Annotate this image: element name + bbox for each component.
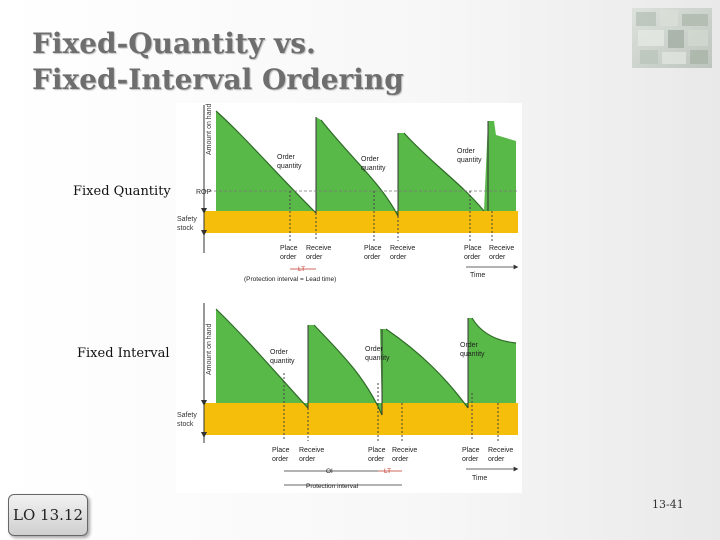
safety-stock-label: stock [177, 225, 194, 232]
learning-objective-badge: LO 13.12 [8, 494, 88, 536]
slide-number: 13-41 [652, 498, 684, 511]
receive-order-label: Receive [299, 447, 324, 454]
order-quantity-label: quantity [460, 351, 485, 358]
receive-order-label: Receive [488, 447, 513, 454]
inventory-diagrams: Amount on hand ROP Safety stock Order qu… [177, 104, 519, 490]
protection-interval-note: (Protection interval = Lead time) [244, 276, 336, 283]
receive-order-label: order [488, 456, 505, 463]
learning-objective-label: LO 13.12 [13, 506, 83, 524]
place-order-label: Place [368, 447, 386, 454]
y-axis-label: Amount on hand [206, 324, 213, 375]
fixed-quantity-label: Fixed Quantity [73, 184, 171, 199]
place-order-label: Place [364, 245, 382, 252]
receive-order-label: Receive [306, 245, 331, 252]
place-order-label: order [280, 254, 297, 261]
receive-order-label: order [299, 456, 316, 463]
order-quantity-label: Order [460, 342, 479, 349]
place-order-label: Place [272, 447, 290, 454]
fixed-quantity-diagram: Amount on hand ROP Safety stock Order qu… [177, 104, 519, 283]
slide-title-line-2: Fixed-Interval Ordering [32, 63, 404, 96]
lead-time-label: LT [298, 266, 305, 273]
decorative-photo-collage [632, 8, 712, 68]
protection-interval-label: Protection interval [306, 483, 359, 490]
receive-order-label: order [489, 254, 506, 261]
receive-order-label: order [390, 254, 407, 261]
order-quantity-label: Order [457, 148, 476, 155]
order-interval-label: OI [326, 468, 333, 475]
fixed-interval-label: Fixed Interval [77, 346, 170, 361]
order-quantity-label: quantity [365, 355, 390, 362]
order-quantity-label: quantity [270, 358, 295, 365]
safety-stock-label: Safety [177, 216, 197, 223]
receive-order-label: Receive [489, 245, 514, 252]
place-order-label: order [364, 254, 381, 261]
place-order-label: Place [462, 447, 480, 454]
order-quantity-label: Order [277, 154, 296, 161]
inventory-diagram-figure: Amount on hand ROP Safety stock Order qu… [176, 103, 522, 493]
safety-stock-label: stock [177, 421, 194, 428]
place-order-label: Place [280, 245, 298, 252]
safety-stock-band [204, 211, 518, 233]
receive-order-label: order [306, 254, 323, 261]
receive-order-label: order [392, 456, 409, 463]
place-order-label: order [368, 456, 385, 463]
order-quantity-label: quantity [361, 165, 386, 172]
place-order-label: Place [464, 245, 482, 252]
slide-title: Fixed-Quantity vs. Fixed-Interval Orderi… [32, 26, 404, 98]
time-label: Time [472, 475, 487, 482]
receive-order-label: Receive [392, 447, 417, 454]
place-order-label: order [464, 254, 481, 261]
safety-stock-band [204, 403, 518, 435]
lead-time-label: LT [384, 468, 391, 475]
order-quantity-label: quantity [457, 157, 482, 164]
order-quantity-label: Order [365, 346, 384, 353]
slide-title-line-1: Fixed-Quantity vs. [32, 27, 316, 60]
order-quantity-label: Order [361, 156, 380, 163]
inventory-sawtooth-area [216, 309, 516, 415]
inventory-sawtooth-area [216, 111, 516, 216]
order-quantity-label: Order [270, 349, 289, 356]
y-axis-label: Amount on hand [206, 104, 213, 155]
receive-order-label: Receive [390, 245, 415, 252]
time-label: Time [470, 272, 485, 279]
order-quantity-label: quantity [277, 163, 302, 170]
safety-stock-label: Safety [177, 412, 197, 419]
place-order-label: order [272, 456, 289, 463]
place-order-label: order [462, 456, 479, 463]
rop-label: ROP [196, 189, 212, 196]
fixed-interval-diagram: Amount on hand Safety stock Order quanti… [177, 303, 519, 490]
